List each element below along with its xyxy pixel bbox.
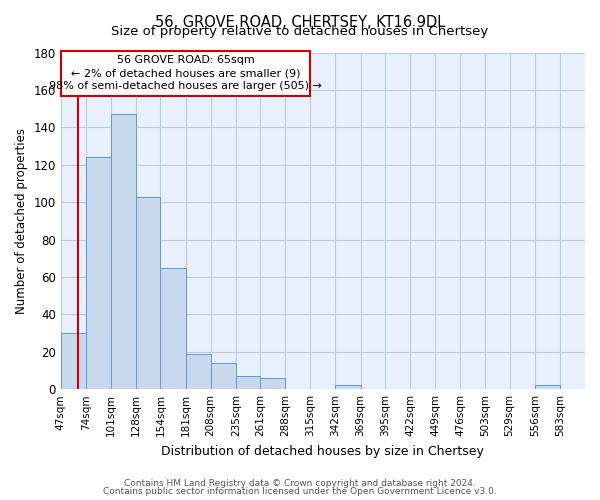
Text: 56, GROVE ROAD, CHERTSEY, KT16 9DL: 56, GROVE ROAD, CHERTSEY, KT16 9DL [155, 15, 445, 30]
Text: 56 GROVE ROAD: 65sqm
← 2% of detached houses are smaller (9)
98% of semi-detache: 56 GROVE ROAD: 65sqm ← 2% of detached ho… [49, 55, 322, 92]
Bar [236, 376, 260, 389]
Bar [260, 378, 285, 389]
Bar [535, 386, 560, 389]
Bar [160, 268, 185, 389]
Text: Contains public sector information licensed under the Open Government Licence v3: Contains public sector information licen… [103, 487, 497, 496]
Bar [86, 157, 111, 389]
Text: Contains HM Land Registry data © Crown copyright and database right 2024.: Contains HM Land Registry data © Crown c… [124, 478, 476, 488]
Bar [111, 114, 136, 389]
Y-axis label: Number of detached properties: Number of detached properties [15, 128, 28, 314]
FancyBboxPatch shape [61, 50, 310, 96]
Bar [185, 354, 211, 389]
Bar [61, 333, 86, 389]
X-axis label: Distribution of detached houses by size in Chertsey: Distribution of detached houses by size … [161, 444, 484, 458]
Text: Size of property relative to detached houses in Chertsey: Size of property relative to detached ho… [112, 25, 488, 38]
Bar [136, 196, 160, 389]
Bar [335, 386, 361, 389]
Bar [211, 363, 236, 389]
